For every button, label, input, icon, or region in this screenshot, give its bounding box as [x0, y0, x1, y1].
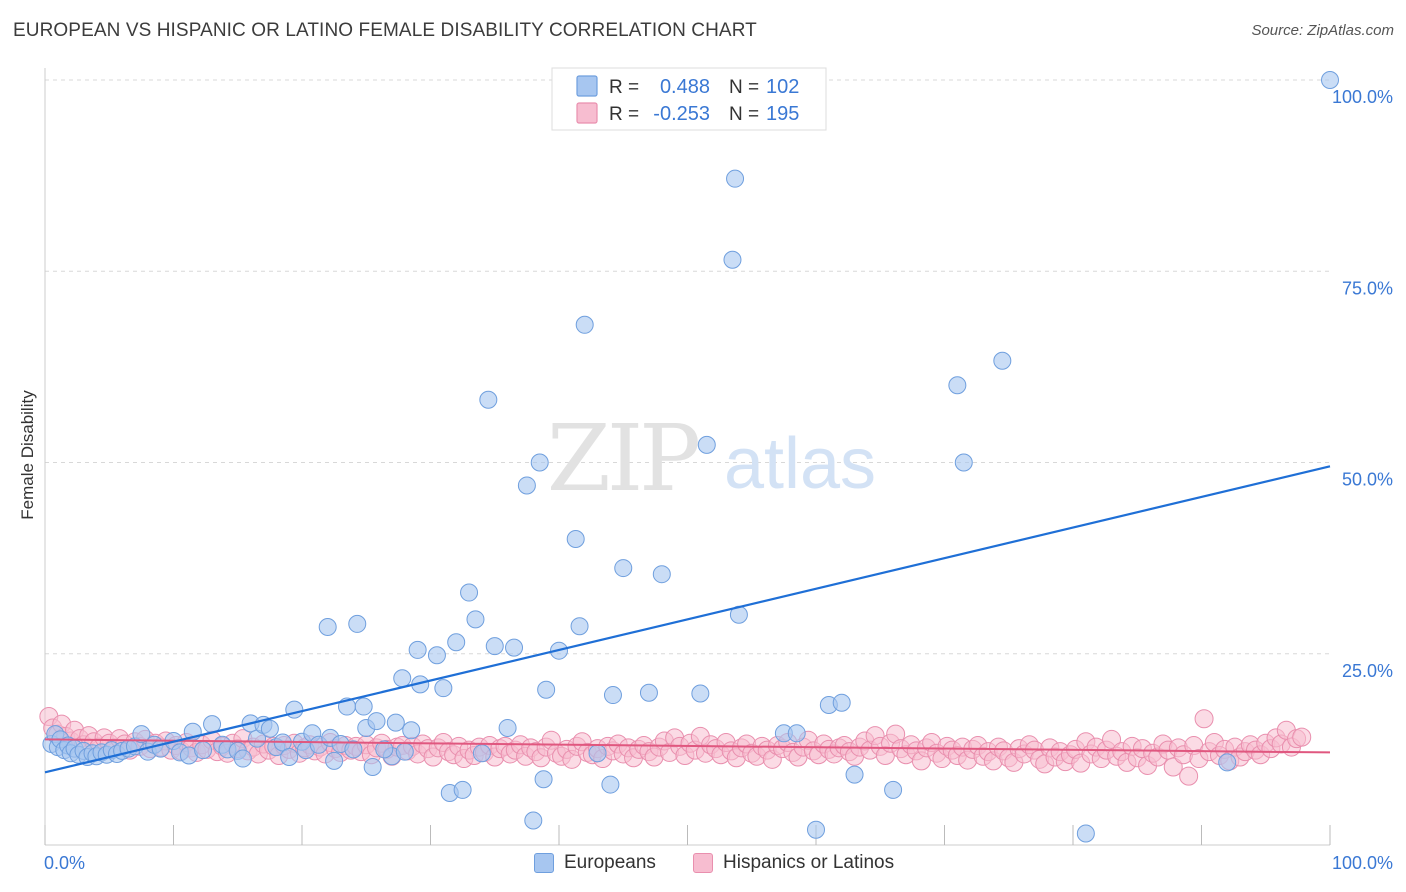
point-europeans-76	[505, 638, 524, 657]
point-europeans-28	[194, 741, 213, 760]
y-axis-label: Female Disability	[18, 390, 37, 520]
point-europeans-99	[807, 820, 825, 839]
legend-top-swatch-hispanics	[576, 102, 598, 124]
legend-bottom: Europeans Hispanics or Latinos	[0, 852, 1406, 878]
gridlines	[45, 79, 1330, 655]
point-europeans-33	[233, 749, 252, 768]
point-europeans-89	[614, 559, 633, 578]
trend-line-hispanics	[44, 738, 1331, 754]
point-europeans-56	[367, 712, 386, 731]
legend-top-n-value-1: 102	[766, 76, 799, 98]
source-label: Source: ZipAtlas.com	[1251, 22, 1394, 39]
point-europeans-101	[832, 693, 851, 712]
point-europeans-85	[570, 617, 589, 636]
y-tick-label-2: 75.0%	[1342, 278, 1393, 298]
point-europeans-65	[427, 646, 446, 665]
point-europeans-72	[472, 744, 491, 763]
x-tick-label-1: 100.0%	[1332, 853, 1393, 873]
legend-label-hispanics: Hispanics or Latinos	[723, 852, 895, 873]
point-europeans-75	[498, 718, 517, 737]
y-tick-label-3: 100.0%	[1332, 87, 1393, 107]
point-europeans-86	[588, 744, 607, 763]
point-europeans-69	[453, 780, 472, 799]
point-europeans-59	[386, 713, 405, 732]
point-europeans-90	[639, 683, 658, 702]
point-europeans-63	[408, 640, 427, 659]
point-europeans-104	[948, 376, 967, 395]
legend-swatch-europeans	[534, 853, 554, 873]
point-europeans-68	[447, 633, 466, 652]
trend-line-europeans	[44, 465, 1331, 774]
point-europeans-50	[344, 740, 363, 759]
point-europeans-70	[460, 583, 479, 602]
y-tick-label-1: 50.0%	[1342, 470, 1393, 490]
point-europeans-52	[348, 614, 367, 633]
point-europeans-87	[601, 775, 620, 794]
point-hispanics-223	[1179, 766, 1199, 786]
chart-title: EUROPEAN VS HISPANIC OR LATINO FEMALE DI…	[13, 20, 757, 41]
watermark-zip: ZIP	[547, 405, 698, 512]
y-tick-label-0: 25.0%	[1342, 661, 1393, 681]
legend-swatch-hispanics	[693, 853, 713, 873]
point-europeans-81	[537, 680, 556, 699]
legend-top-r-label-2: R =	[609, 104, 639, 125]
point-europeans-105	[954, 453, 973, 472]
point-europeans-60	[393, 669, 412, 688]
point-europeans-95	[726, 169, 745, 188]
legend-top-r-value-2: -0.253	[653, 103, 710, 125]
point-europeans-55	[363, 757, 382, 776]
point-hispanics-220	[1163, 757, 1183, 777]
point-hispanics-245	[1292, 727, 1312, 747]
point-europeans-61	[395, 742, 414, 761]
point-europeans-40	[280, 748, 299, 767]
point-europeans-96	[723, 250, 742, 269]
point-europeans-71	[466, 610, 485, 629]
point-europeans-74	[485, 637, 504, 656]
point-europeans-79	[530, 453, 549, 472]
point-europeans-84	[575, 315, 594, 334]
point-europeans-51	[325, 751, 344, 770]
legend-item-hispanics: Hispanics or Latinos	[693, 852, 894, 874]
legend-label-europeans: Europeans	[564, 852, 656, 873]
point-europeans-103	[884, 780, 903, 799]
point-europeans-58	[375, 740, 394, 759]
legend-top-r-value-1: 0.488	[660, 76, 710, 98]
point-europeans-107	[1076, 824, 1095, 843]
point-europeans-78	[524, 811, 543, 830]
legend-top-r-label-1: R =	[609, 77, 639, 98]
trend-lines	[44, 465, 1331, 774]
legend-top-n-label-2: N =	[729, 104, 759, 125]
point-europeans-83	[566, 530, 585, 548]
point-europeans-37	[260, 719, 279, 738]
point-europeans-92	[691, 684, 710, 703]
point-europeans-41	[285, 700, 304, 719]
point-europeans-102	[845, 765, 864, 784]
point-europeans-93	[697, 435, 716, 454]
legend-top-n-label-1: N =	[729, 77, 759, 98]
point-europeans-20	[132, 725, 151, 744]
point-europeans-62	[402, 721, 421, 740]
point-europeans-66	[434, 679, 453, 698]
point-europeans-77	[517, 476, 536, 495]
legend-item-europeans: Europeans	[534, 852, 656, 874]
legend-top: R = 0.488 N = 102 R = -0.253 N = 195	[551, 67, 827, 131]
watermark-atlas: atlas	[724, 424, 876, 504]
x-tick-label-0: 0.0%	[44, 853, 85, 873]
point-europeans-88	[603, 686, 622, 705]
tick-labels: 25.0% 50.0% 75.0% 100.0% 0.0% 100.0%	[44, 87, 1393, 873]
point-europeans-80	[534, 770, 553, 789]
point-europeans-108	[1218, 753, 1237, 772]
point-europeans-46	[318, 617, 337, 636]
point-europeans-73	[479, 390, 498, 409]
point-europeans-106	[993, 351, 1012, 370]
legend-top-n-value-2: 195	[766, 103, 799, 125]
point-europeans-91	[652, 565, 671, 584]
europeans-points	[42, 71, 1339, 843]
point-europeans-109	[1321, 71, 1339, 89]
point-hispanics-226	[1194, 709, 1214, 729]
point-europeans-53	[354, 697, 373, 716]
legend-top-swatch-europeans	[576, 75, 598, 97]
point-europeans-98	[787, 724, 806, 743]
